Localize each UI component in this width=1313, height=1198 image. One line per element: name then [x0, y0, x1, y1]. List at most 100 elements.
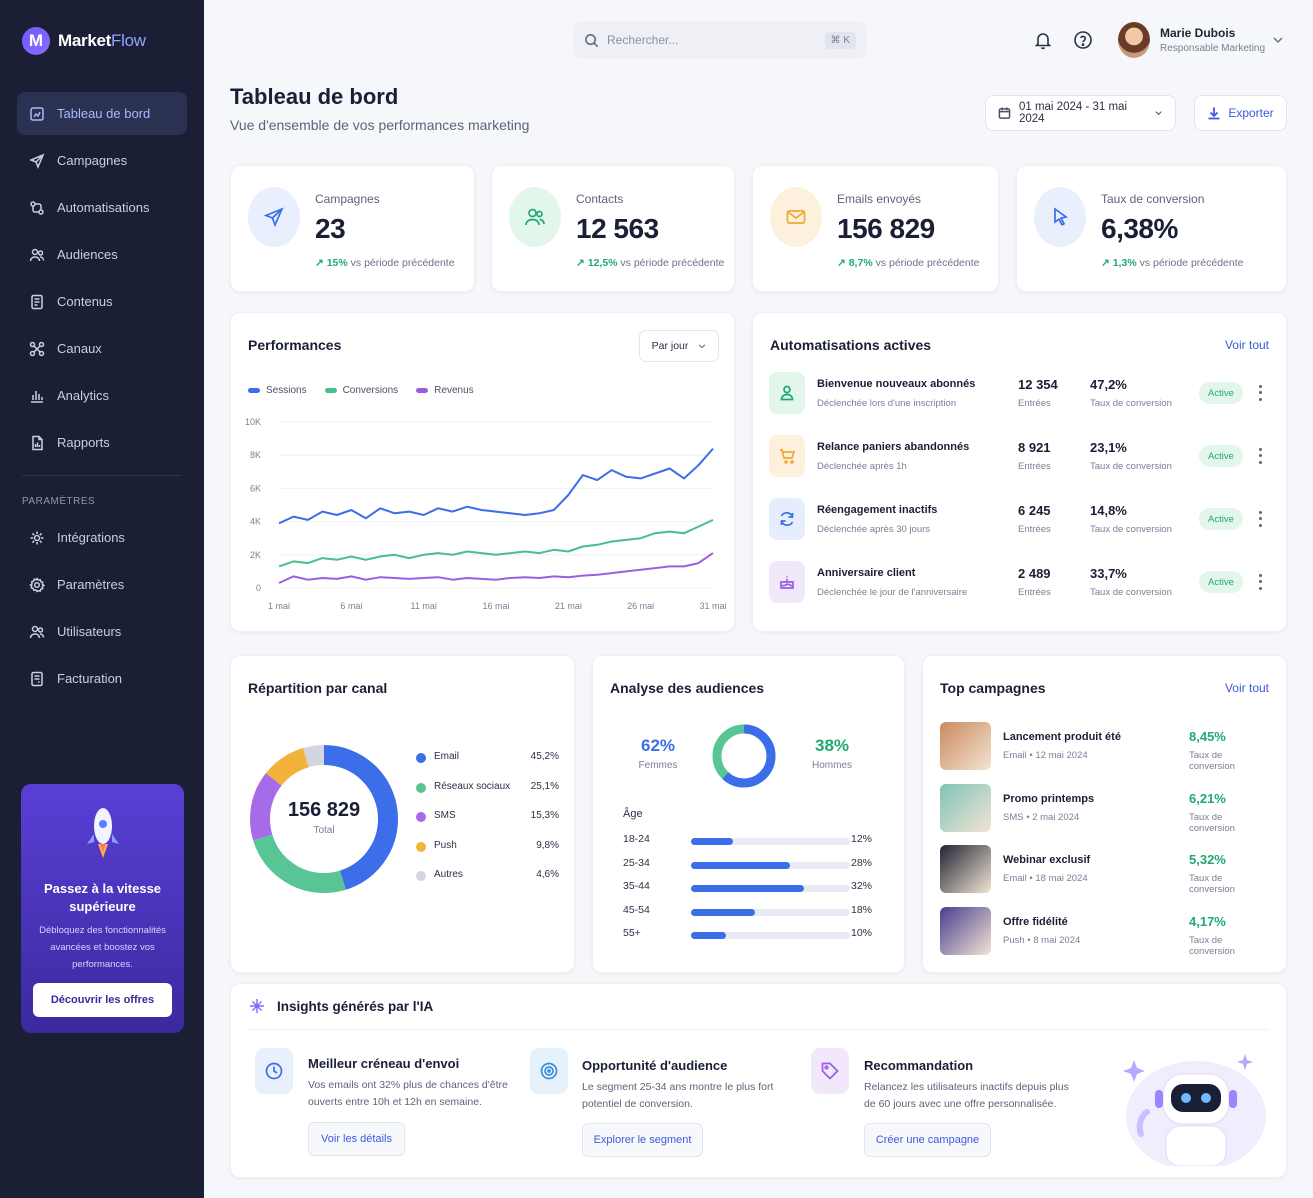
export-button[interactable]: Exporter — [1194, 95, 1287, 131]
help-icon — [1074, 31, 1092, 49]
sidebar-item-billing[interactable]: Facturation — [17, 657, 187, 700]
age-bar-track — [691, 932, 850, 939]
explore-segment-button[interactable]: Explorer le segment — [582, 1123, 703, 1157]
brand[interactable]: M MarketFlow — [22, 27, 146, 55]
x-tick-label: 31 mai — [699, 601, 726, 611]
create-campaign-button[interactable]: Créer une campagne — [864, 1123, 991, 1157]
y-tick-label: 10K — [245, 417, 261, 427]
page-title: Tableau de bord — [230, 84, 399, 109]
search-shortcut: ⌘ K — [824, 31, 856, 49]
campaign-thumbnail — [940, 845, 991, 893]
sparkle-icon — [250, 999, 264, 1013]
kpi-label: Taux de conversion — [1101, 192, 1205, 206]
more-menu-button[interactable] — [1255, 572, 1265, 592]
legend-item-revenus[interactable]: Revenus — [416, 385, 474, 396]
avatar — [1118, 22, 1150, 58]
kpi-card-campaigns: Campagnes 23 ↗ 15% vs période précédente — [230, 165, 475, 292]
sidebar-item-automations[interactable]: Automatisations — [17, 186, 187, 229]
kpi-delta: ↗ 12,5% vs période précédente — [576, 257, 724, 269]
women-label: Femmes — [638, 760, 678, 771]
donut-slice[interactable] — [250, 745, 398, 893]
automation-row[interactable]: Réengagement inactifs Déclenchée après 30… — [769, 495, 1270, 543]
series-line-sessions — [278, 447, 714, 525]
women-stat: 62% Femmes — [623, 736, 693, 771]
campaign-row[interactable]: Webinar exclusif Email • 18 mai 2024 5,32%… — [940, 845, 1269, 895]
age-bar-fill — [691, 908, 755, 916]
campaign-name: Promo printemps — [1003, 792, 1095, 805]
legend-label: Sessions — [266, 385, 307, 396]
date-range-picker[interactable]: 01 mai 2024 - 31 mai 2024 — [985, 95, 1176, 131]
insight-icon-wrap — [255, 1048, 293, 1094]
campaign-name: Lancement produit été — [1003, 731, 1121, 743]
sidebar-item-dashboard[interactable]: Tableau de bord — [17, 92, 187, 135]
donut-total-label: Total — [313, 825, 335, 836]
user-menu[interactable]: Marie Dubois Responsable Marketing — [1118, 22, 1265, 58]
donut-slice[interactable] — [250, 745, 398, 893]
donut-total: 156 829 — [287, 799, 361, 821]
search-bar[interactable]: Rechercher... ⌘ K — [574, 21, 866, 59]
sidebar-item-users[interactable]: Utilisateurs — [17, 610, 187, 653]
kpi-delta-value: 12,5% — [587, 257, 618, 269]
chevron-down-icon[interactable] — [1272, 34, 1284, 46]
automation-name: Bienvenue nouveaux abonnés — [817, 378, 976, 390]
more-menu-button[interactable] — [1255, 446, 1265, 466]
campaign-rate-label: Taux de conversion — [1189, 873, 1235, 895]
campaign-row[interactable]: Offre fidélité Push • 8 mai 2024 4,17% Taux… — [940, 906, 1269, 957]
automations-see-all-link[interactable]: Voir tout — [1224, 338, 1269, 352]
discover-offers-button[interactable]: Découvrir les offres — [33, 983, 172, 1017]
dashboard-icon — [30, 106, 44, 121]
insights-title: Insights générés par l'IA — [277, 999, 434, 1014]
sidebar-item-contents[interactable]: Contenus — [17, 280, 187, 323]
insight-icon-wrap — [530, 1048, 568, 1094]
automation-row[interactable]: Bienvenue nouveaux abonnés Déclenchée lor… — [769, 369, 1270, 417]
kpi-delta: ↗ 1,3% vs période précédente — [1101, 257, 1243, 269]
more-menu-button[interactable] — [1255, 509, 1265, 529]
legend-label: Conversions — [342, 385, 399, 396]
campaigns-see-all-link[interactable]: Voir tout — [1224, 681, 1269, 695]
help-button[interactable] — [1073, 30, 1093, 50]
search-input[interactable]: Rechercher... — [607, 33, 679, 47]
automation-row[interactable]: Relance paniers abandonnés Déclenchée apr… — [769, 432, 1270, 480]
age-row: 45-54 18% — [610, 904, 872, 920]
automation-rate-label: Taux de conversion — [1090, 587, 1172, 598]
campaign-row[interactable]: Lancement produit été Email • 12 mai 2024… — [940, 722, 1269, 772]
view-details-button[interactable]: Voir les détails — [308, 1122, 405, 1156]
campaign-row[interactable]: Promo printemps SMS • 2 mai 2024 6,21% Taux… — [940, 783, 1269, 834]
audiences-title: Analyse des audiences — [610, 680, 765, 696]
insights-divider — [248, 1029, 1269, 1030]
audiences-card: Analyse des audiences 62% Femmes 38% Hom… — [592, 655, 905, 973]
sidebar-item-campaigns[interactable]: Campagnes — [17, 139, 187, 182]
users-icon — [29, 248, 45, 261]
sidebar-item-reports[interactable]: Rapports — [17, 421, 187, 464]
document-icon — [31, 294, 43, 309]
sidebar-item-audiences[interactable]: Audiences — [17, 233, 187, 276]
age-label: 18-24 — [623, 833, 650, 845]
campaign-rate-label: Taux de conversion — [1189, 750, 1235, 772]
channel-pct: 4,6% — [536, 869, 559, 880]
sidebar-item-settings[interactable]: Paramètres — [17, 563, 187, 606]
automation-trigger: Déclenchée après 30 jours — [817, 524, 931, 535]
men-stat: 38% Hommes — [797, 736, 867, 771]
age-row: 55+ 10% — [610, 927, 872, 943]
kpi-delta-text: vs période précédente — [1139, 257, 1244, 269]
period-select[interactable]: Par jour — [639, 330, 719, 362]
legend-item-conversions[interactable]: Conversions — [324, 385, 399, 396]
notifications-button[interactable] — [1033, 30, 1053, 50]
age-pct: 18% — [850, 903, 872, 916]
user-role: Responsable Marketing — [1160, 43, 1266, 54]
donut-slice[interactable] — [250, 745, 398, 893]
kpi-icon-wrap — [770, 187, 822, 247]
kpi-delta-text: vs période précédente — [620, 257, 725, 269]
kpi-icon-wrap — [1034, 187, 1086, 247]
automation-name: Anniversaire client — [817, 567, 916, 579]
sidebar-item-channels[interactable]: Canaux — [17, 327, 187, 370]
insight-text: Relancez les utilisateurs inactifs depui… — [864, 1081, 1069, 1110]
more-menu-button[interactable] — [1255, 383, 1265, 403]
automation-entries: 2 489 — [1018, 566, 1051, 581]
automation-row[interactable]: Anniversaire client Déclenchée le jour de… — [769, 558, 1270, 606]
promo-text: Débloquez des fonctionnalités avancées e… — [39, 925, 166, 970]
legend-item-sessions[interactable]: Sessions — [248, 385, 307, 396]
sidebar-item-analytics[interactable]: Analytics — [17, 374, 187, 417]
sidebar-item-integrations[interactable]: Intégrations — [17, 516, 187, 559]
bell-icon — [1034, 33, 1052, 50]
